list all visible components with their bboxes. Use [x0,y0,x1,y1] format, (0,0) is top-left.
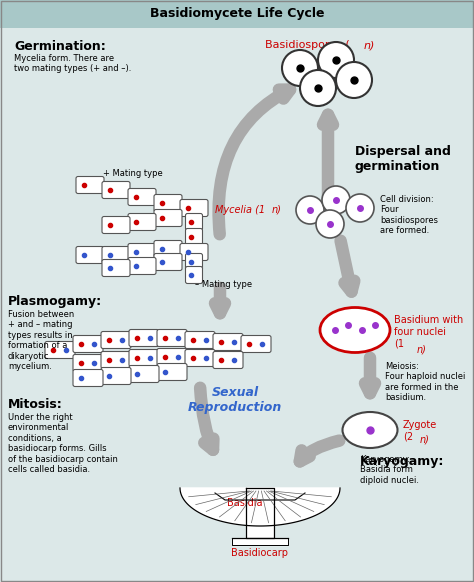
Text: Basidiomycete Life Cycle: Basidiomycete Life Cycle [150,8,324,20]
Text: – Mating type: – Mating type [195,280,252,289]
Text: + Mating type: + Mating type [103,169,163,178]
FancyBboxPatch shape [157,364,187,381]
Text: Karyogamy:: Karyogamy: [360,455,444,468]
FancyBboxPatch shape [76,176,104,193]
FancyBboxPatch shape [101,332,131,349]
Text: Cell division:
Four
basidiospores
are formed.: Cell division: Four basidiospores are fo… [380,195,438,235]
Text: n): n) [272,205,282,215]
Polygon shape [246,488,274,538]
FancyBboxPatch shape [73,370,103,386]
Text: Mycelia (1: Mycelia (1 [215,205,265,215]
Ellipse shape [343,412,398,448]
Text: Basidia: Basidia [227,498,263,508]
Text: Mycelia form. There are
two mating types (+ and –).: Mycelia form. There are two mating types… [14,54,131,73]
Circle shape [322,186,350,214]
FancyBboxPatch shape [154,254,182,271]
FancyBboxPatch shape [157,329,187,346]
Text: n): n) [364,40,375,50]
Text: Plasmogamy:: Plasmogamy: [8,295,102,308]
FancyBboxPatch shape [73,354,103,371]
FancyBboxPatch shape [154,210,182,226]
FancyBboxPatch shape [101,352,131,368]
FancyBboxPatch shape [185,229,202,246]
Text: Germination:: Germination: [14,40,106,53]
FancyBboxPatch shape [157,349,187,365]
FancyBboxPatch shape [185,254,202,271]
FancyBboxPatch shape [102,260,130,276]
Circle shape [282,50,318,86]
Text: Fusion between
+ and – mating
types results in
formation of a
dikaryotic
myceliu: Fusion between + and – mating types resu… [8,310,74,371]
Polygon shape [232,538,288,545]
Circle shape [318,42,354,78]
FancyBboxPatch shape [180,243,208,261]
FancyBboxPatch shape [185,214,202,230]
Circle shape [336,62,372,98]
Circle shape [296,196,324,224]
FancyBboxPatch shape [129,350,159,367]
FancyBboxPatch shape [45,342,75,359]
Text: Basidiocarp: Basidiocarp [231,548,289,558]
FancyBboxPatch shape [185,332,215,349]
Text: Karyogamy:
Basidia form
diploid nuclei.: Karyogamy: Basidia form diploid nuclei. [360,455,419,485]
Text: Basidium with
four nuclei
(1: Basidium with four nuclei (1 [394,315,463,348]
Text: n): n) [420,435,430,445]
Text: Mitosis:: Mitosis: [8,398,63,411]
FancyBboxPatch shape [128,257,156,275]
FancyBboxPatch shape [101,367,131,385]
FancyBboxPatch shape [129,329,159,346]
FancyBboxPatch shape [241,335,271,353]
FancyBboxPatch shape [185,350,215,367]
FancyBboxPatch shape [102,182,130,198]
FancyBboxPatch shape [102,217,130,233]
Text: Under the right
environmental
conditions, a
basidiocarp forms. Gills
of the basi: Under the right environmental conditions… [8,413,118,474]
Text: Meiosis:
Four haploid nuclei
are formed in the
basidium.: Meiosis: Four haploid nuclei are formed … [385,362,465,402]
Text: Zygote
(2: Zygote (2 [403,420,437,442]
Circle shape [316,210,344,238]
FancyBboxPatch shape [102,247,130,264]
FancyBboxPatch shape [213,352,243,368]
Text: Sexual
Reproduction: Sexual Reproduction [188,386,282,414]
FancyBboxPatch shape [128,189,156,205]
Text: Basidiospores (: Basidiospores ( [265,40,350,50]
FancyBboxPatch shape [128,243,156,261]
FancyBboxPatch shape [129,365,159,382]
Text: Dispersal and
germination: Dispersal and germination [355,145,451,173]
FancyBboxPatch shape [73,335,103,353]
Circle shape [300,70,336,106]
FancyBboxPatch shape [154,240,182,257]
Bar [0,0,474,28]
FancyBboxPatch shape [128,214,156,230]
FancyBboxPatch shape [180,200,208,217]
Text: n): n) [417,345,427,355]
Ellipse shape [320,307,390,353]
FancyBboxPatch shape [213,333,243,350]
FancyBboxPatch shape [154,194,182,211]
Circle shape [346,194,374,222]
Polygon shape [180,488,340,526]
FancyBboxPatch shape [76,247,104,264]
FancyBboxPatch shape [185,267,202,283]
